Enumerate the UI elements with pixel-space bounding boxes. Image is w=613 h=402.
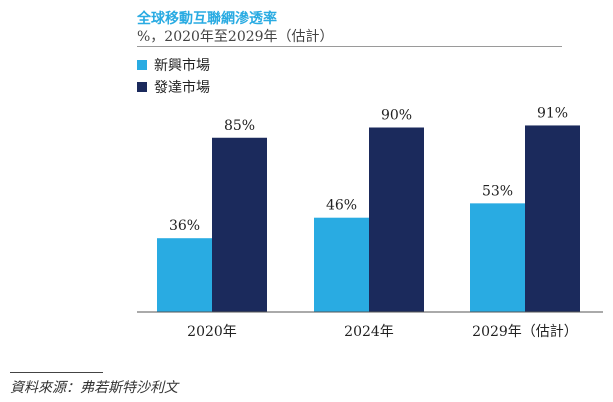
legend: 新興市場 發達市場 — [137, 54, 210, 98]
x-tick-label-0: 2020年 — [187, 324, 237, 340]
legend-swatch-emerging — [137, 60, 147, 70]
data-label-emerging-2: 53% — [482, 183, 513, 199]
data-label-developed-1: 90% — [381, 108, 412, 124]
bar-developed-0 — [212, 137, 267, 312]
legend-item-emerging: 新興市場 — [137, 54, 210, 76]
source-note: 資料來源：弗若斯特沙利文 — [10, 380, 178, 396]
bar-emerging-0 — [157, 238, 212, 312]
legend-swatch-developed — [137, 82, 147, 92]
bar-developed-2 — [525, 125, 580, 312]
bar-developed-1 — [369, 127, 424, 312]
data-label-emerging-0: 36% — [169, 218, 200, 234]
bar-emerging-2 — [470, 203, 525, 312]
data-label-developed-2: 91% — [537, 105, 568, 121]
legend-label-emerging: 新興市場 — [154, 58, 210, 74]
x-tick-label-1: 2024年 — [344, 324, 394, 340]
source-divider — [10, 372, 103, 373]
chart-title: 全球移動互聯網滲透率 — [137, 11, 277, 27]
legend-item-developed: 發達市場 — [137, 76, 210, 98]
chart-subtitle: %，2020年至2029年（估計） — [137, 29, 334, 45]
data-label-emerging-1: 46% — [326, 198, 357, 214]
bar-emerging-1 — [314, 217, 369, 312]
legend-label-developed: 發達市場 — [154, 80, 210, 96]
data-label-developed-0: 85% — [224, 118, 255, 134]
x-tick-label-2: 2029年（估計） — [472, 324, 578, 340]
title-divider — [137, 46, 562, 47]
